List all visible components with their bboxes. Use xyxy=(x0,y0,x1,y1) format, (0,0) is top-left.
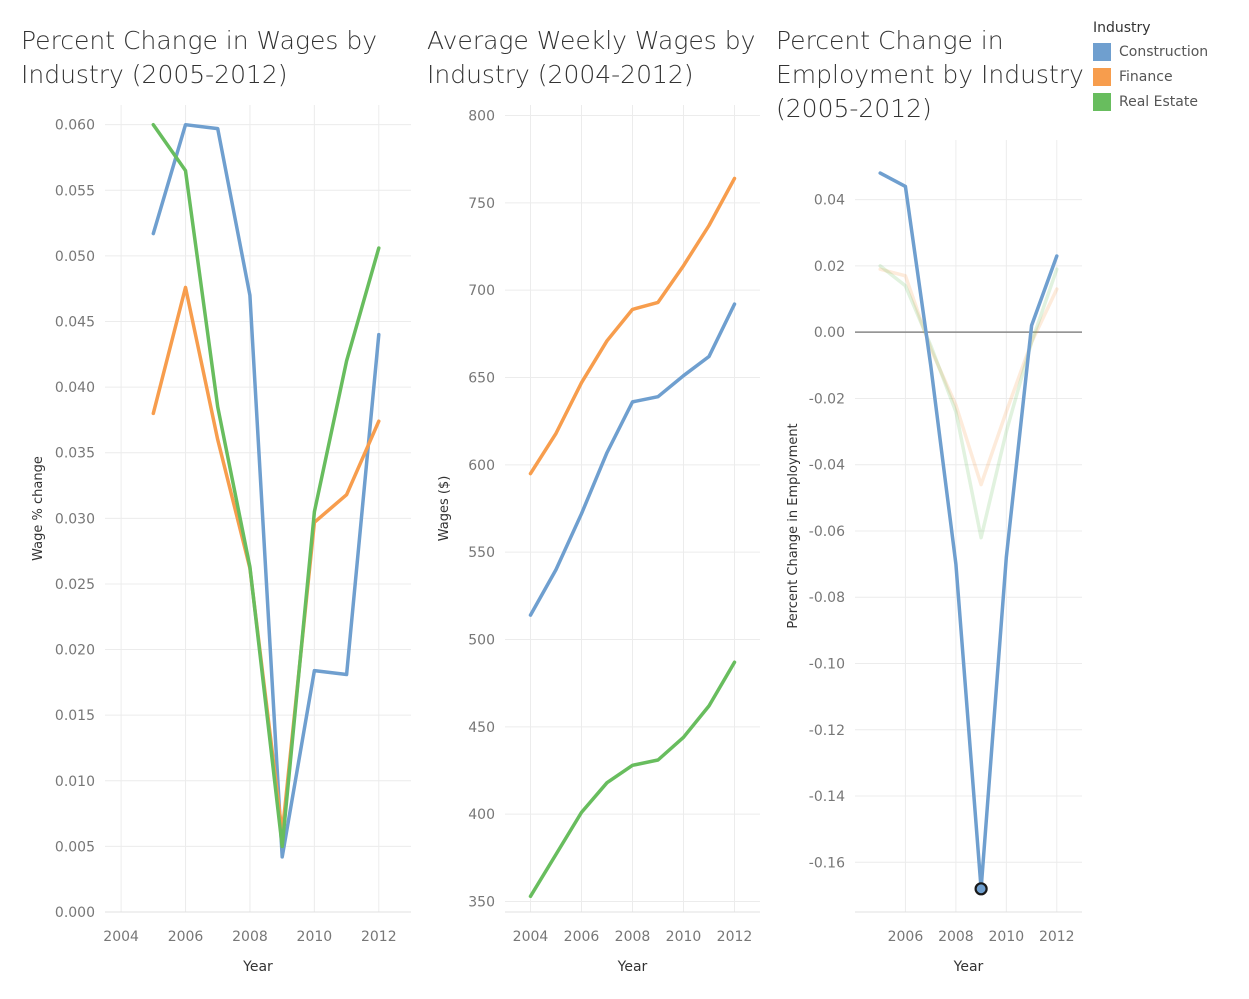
legend-label: Real Estate xyxy=(1119,93,1198,110)
x-tick-label: 2012 xyxy=(1039,929,1075,945)
x-tick-label: 2012 xyxy=(361,929,397,945)
series-line-finance xyxy=(528,176,737,476)
y-tick-label: 0.02 xyxy=(814,259,845,275)
x-tick-label: 2008 xyxy=(938,929,974,945)
legend-label: Finance xyxy=(1119,68,1173,85)
x-tick-label: 2008 xyxy=(232,929,268,945)
y-tick-label: 0.055 xyxy=(55,183,95,199)
x-tick-label: 2006 xyxy=(168,929,204,945)
x-tick-label: 2006 xyxy=(888,929,924,945)
x-tick-label: 2012 xyxy=(717,929,753,945)
series-line-real-estate xyxy=(878,264,1059,540)
series-line-real-estate xyxy=(528,660,737,899)
y-tick-label: 500 xyxy=(468,633,495,649)
legend-label: Construction xyxy=(1119,43,1209,60)
y-tick-label: -0.08 xyxy=(809,590,845,606)
series-line-construction xyxy=(878,171,1059,891)
y-tick-label: -0.02 xyxy=(809,391,845,407)
y-tick-label: 0.000 xyxy=(55,905,95,921)
y-tick-label: 800 xyxy=(468,108,495,124)
legend-title: Industry xyxy=(1093,20,1151,36)
x-tick-label: 2010 xyxy=(989,929,1025,945)
y-tick-label: 700 xyxy=(468,283,495,299)
chart-panel-0 xyxy=(105,105,411,913)
y-tick-label: 0.04 xyxy=(814,193,845,209)
legend: Industry Construction Finance Real Estat… xyxy=(1093,20,1208,114)
y-tick-label: 600 xyxy=(468,458,495,474)
y-tick-label: -0.10 xyxy=(809,657,845,673)
y-tick-label: 0.045 xyxy=(55,315,95,331)
series-line-real-estate xyxy=(151,122,381,849)
series-line-construction xyxy=(151,122,381,859)
y-tick-label: 0.025 xyxy=(55,577,95,593)
legend-item-construction[interactable]: Construction xyxy=(1093,39,1208,64)
y-tick-label: 0.050 xyxy=(55,249,95,265)
y-tick-label: -0.06 xyxy=(809,524,845,540)
y-tick-label: 550 xyxy=(468,545,495,561)
y-tick-label: 450 xyxy=(468,720,495,736)
legend-item-real-estate[interactable]: Real Estate xyxy=(1093,89,1208,114)
chart-title-weekly-wages: Average Weekly Wages by Industry (2004-2… xyxy=(427,26,756,89)
x-tick-label: 2004 xyxy=(513,929,549,945)
y-axis-title: Wage % change xyxy=(31,456,46,561)
y-tick-label: 750 xyxy=(468,196,495,212)
y-axis-title: Percent Change in Employment xyxy=(786,423,801,628)
chart-panel-1 xyxy=(505,105,760,913)
legend-swatch xyxy=(1093,92,1111,111)
y-tick-label: 0.060 xyxy=(55,118,95,134)
highlighted-point-marker xyxy=(974,882,988,896)
series-line-finance xyxy=(878,267,1059,487)
x-tick-label: 2004 xyxy=(103,929,139,945)
legend-item-finance[interactable]: Finance xyxy=(1093,64,1208,89)
chart-panel-2 xyxy=(855,140,1082,913)
x-tick-label: 2010 xyxy=(666,929,702,945)
y-tick-label: 400 xyxy=(468,807,495,823)
y-tick-label: 0.015 xyxy=(55,708,95,724)
x-axis-title: Year xyxy=(953,959,984,975)
legend-swatch xyxy=(1093,67,1111,86)
chart-title-wage-pct: Percent Change in Wages by Industry (200… xyxy=(21,26,378,89)
y-tick-label: 0.010 xyxy=(55,774,95,790)
y-tick-label: 0.020 xyxy=(55,643,95,659)
y-tick-label: -0.14 xyxy=(809,789,845,805)
y-tick-label: 0.00 xyxy=(814,325,845,341)
x-axis-title: Year xyxy=(242,959,273,975)
x-tick-label: 2008 xyxy=(615,929,651,945)
legend-swatch xyxy=(1093,42,1111,61)
y-tick-label: -0.16 xyxy=(809,855,845,871)
y-tick-label: 0.005 xyxy=(55,839,95,855)
x-tick-label: 2006 xyxy=(564,929,600,945)
y-tick-label: -0.12 xyxy=(809,723,845,739)
y-tick-label: 0.030 xyxy=(55,511,95,527)
y-tick-label: -0.04 xyxy=(809,458,845,474)
y-axis-title: Wages ($) xyxy=(437,476,452,542)
y-tick-label: 650 xyxy=(468,370,495,386)
y-tick-label: 0.035 xyxy=(55,446,95,462)
y-tick-label: 350 xyxy=(468,895,495,911)
x-axis-title: Year xyxy=(617,959,648,975)
chart-title-employment-pct: Percent Change in Employment by Industry… xyxy=(776,26,1084,123)
y-tick-label: 0.040 xyxy=(55,380,95,396)
series-line-construction xyxy=(528,302,737,617)
x-tick-label: 2010 xyxy=(297,929,333,945)
